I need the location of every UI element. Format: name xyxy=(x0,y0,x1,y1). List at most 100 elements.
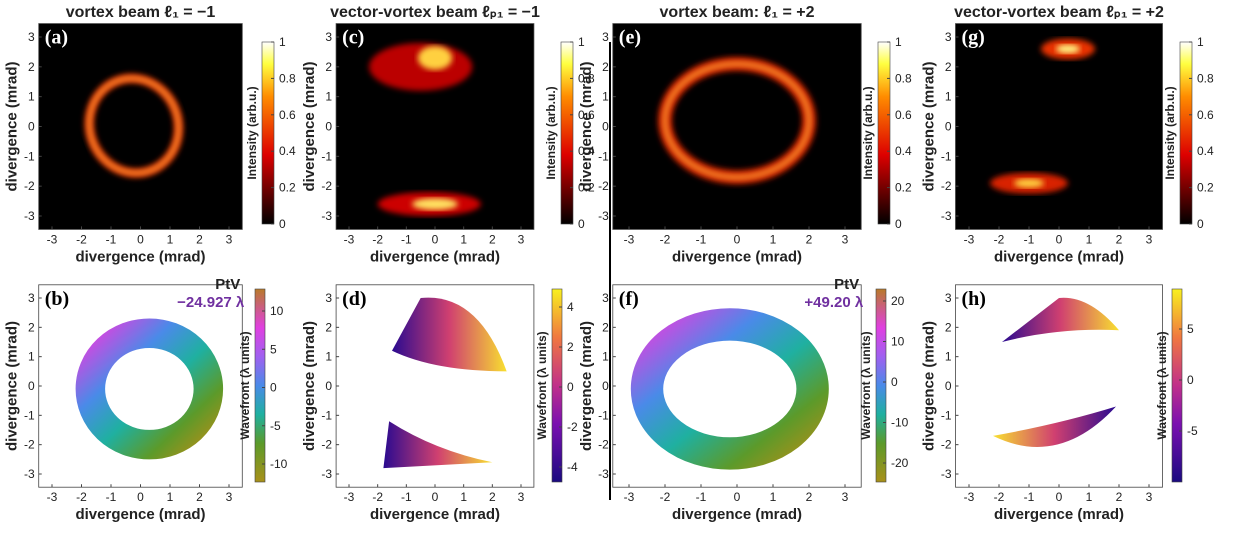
colorbar xyxy=(875,288,887,483)
x-tick-label: 3 xyxy=(518,490,525,504)
y-tick-label: 0 xyxy=(325,120,332,134)
colorbar-tick-label: 0.4 xyxy=(895,144,912,158)
colorbar-label: Intensity (arb.u.) xyxy=(245,86,259,179)
y-tick-label: 1 xyxy=(602,350,609,364)
y-tick-label: -1 xyxy=(941,149,952,163)
colorbar-tick-label: 0.2 xyxy=(1197,181,1214,195)
y-tick-label: -1 xyxy=(321,149,332,163)
colorbar-tick-label: 5 xyxy=(270,342,277,356)
x-tick-label: 0 xyxy=(137,490,144,504)
colorbar-tick-label: 0.6 xyxy=(279,108,296,122)
y-tick-label: -1 xyxy=(598,149,609,163)
panel-title: vector-vortex beam ℓₚ₁ = −1 xyxy=(330,4,540,21)
beam-ring xyxy=(87,76,181,175)
y-tick-label: -3 xyxy=(941,209,952,223)
beam-lobe xyxy=(1014,178,1044,188)
colorbar-tick-label: -4 xyxy=(567,460,578,474)
colorbar-tick-label: -5 xyxy=(270,419,281,433)
colorbar-tick-label: 0 xyxy=(1197,217,1204,231)
colorbar-tick-label: 0.4 xyxy=(279,144,296,158)
colorbar-tick-label: 5 xyxy=(1187,322,1194,336)
x-axis-label: divergence (mrad) xyxy=(672,506,802,523)
y-tick-label: 0 xyxy=(28,120,35,134)
y-tick-label: -3 xyxy=(321,209,332,223)
colorbar xyxy=(560,41,574,225)
colorbar-tick-label: -10 xyxy=(891,416,909,430)
y-tick-label: 2 xyxy=(28,60,35,74)
y-tick-label: -3 xyxy=(24,209,35,223)
x-tick-label: 1 xyxy=(167,490,174,504)
panel-title: vector-vortex beam ℓₚ₁ = +2 xyxy=(954,4,1164,21)
beam-ring xyxy=(663,61,811,180)
colorbar-tick-label: 0.6 xyxy=(895,108,912,122)
y-tick-label: -2 xyxy=(321,179,332,193)
x-tick-label: 2 xyxy=(1116,232,1123,246)
x-tick-label: 0 xyxy=(1056,490,1063,504)
x-tick-label: 1 xyxy=(460,232,467,246)
colorbar xyxy=(1171,288,1183,483)
x-tick-label: -2 xyxy=(994,490,1005,504)
x-tick-label: -3 xyxy=(964,232,975,246)
colorbar-tick-label: 1 xyxy=(279,35,286,49)
colorbar-tick-label: 10 xyxy=(891,335,905,349)
colorbar-tick-label: 0 xyxy=(279,217,286,231)
annotation: −24.927 λ xyxy=(177,294,245,311)
colorbar-tick-label: 10 xyxy=(270,304,284,318)
y-tick-label: -3 xyxy=(941,467,952,481)
panel-label: (g) xyxy=(962,27,985,49)
x-tick-label: 0 xyxy=(1056,232,1063,246)
x-tick-label: 2 xyxy=(489,232,496,246)
x-tick-label: -1 xyxy=(696,232,707,246)
x-tick-label: 0 xyxy=(734,232,741,246)
y-tick-label: -1 xyxy=(24,149,35,163)
x-tick-label: -1 xyxy=(106,232,117,246)
y-axis-label: divergence (mrad) xyxy=(578,321,595,451)
panel-title: vortex beam ℓ₁ = −1 xyxy=(66,4,216,21)
colorbar-tick-label: -20 xyxy=(891,456,909,470)
y-tick-label: -3 xyxy=(598,467,609,481)
colorbar-tick-label: 0.2 xyxy=(578,181,595,195)
plot-area xyxy=(612,23,862,230)
y-tick-label: 1 xyxy=(945,90,952,104)
colorbar-tick-label: -5 xyxy=(1187,424,1198,438)
x-tick-label: 3 xyxy=(842,490,849,504)
x-tick-label: 0 xyxy=(432,232,439,246)
wavefront-lobe xyxy=(1002,297,1119,342)
colorbar xyxy=(551,288,563,483)
colorbar-tick-label: 0 xyxy=(891,375,898,389)
y-tick-label: -3 xyxy=(598,209,609,223)
x-tick-label: 2 xyxy=(806,232,813,246)
annotation: PtV xyxy=(834,276,859,293)
x-tick-label: 3 xyxy=(226,232,233,246)
x-tick-label: 2 xyxy=(1116,490,1123,504)
colorbar-tick-label: 0.2 xyxy=(279,181,296,195)
x-axis-label: divergence (mrad) xyxy=(672,248,802,265)
x-tick-label: -1 xyxy=(696,490,707,504)
colorbar-label: Wavefront (λ units) xyxy=(535,331,549,439)
colorbar-label: Wavefront (λ units) xyxy=(238,331,252,439)
x-tick-label: -2 xyxy=(372,232,383,246)
x-tick-label: -2 xyxy=(660,490,671,504)
colorbar-tick-label: 0.8 xyxy=(1197,71,1214,85)
x-tick-label: 3 xyxy=(1146,490,1153,504)
colorbar-tick-label: 0.2 xyxy=(895,181,912,195)
y-axis-label: divergence (mrad) xyxy=(921,321,938,451)
x-tick-label: -3 xyxy=(344,490,355,504)
x-tick-label: -2 xyxy=(372,490,383,504)
panel-label: (a) xyxy=(45,27,68,49)
y-tick-label: 2 xyxy=(602,320,609,334)
beam-lobe xyxy=(417,45,453,70)
x-tick-label: -1 xyxy=(401,490,412,504)
x-tick-label: 1 xyxy=(1086,490,1093,504)
beam-lobe xyxy=(369,42,473,91)
colorbar-tick-label: 0.8 xyxy=(895,71,912,85)
y-tick-label: -2 xyxy=(24,438,35,452)
x-tick-label: 2 xyxy=(806,490,813,504)
colorbar-tick-label: 0 xyxy=(270,381,277,395)
y-tick-label: 0 xyxy=(602,379,609,393)
y-tick-label: 3 xyxy=(28,291,35,305)
wavefront-lobe xyxy=(993,406,1116,447)
y-tick-label: 2 xyxy=(325,320,332,334)
y-tick-label: -2 xyxy=(941,179,952,193)
